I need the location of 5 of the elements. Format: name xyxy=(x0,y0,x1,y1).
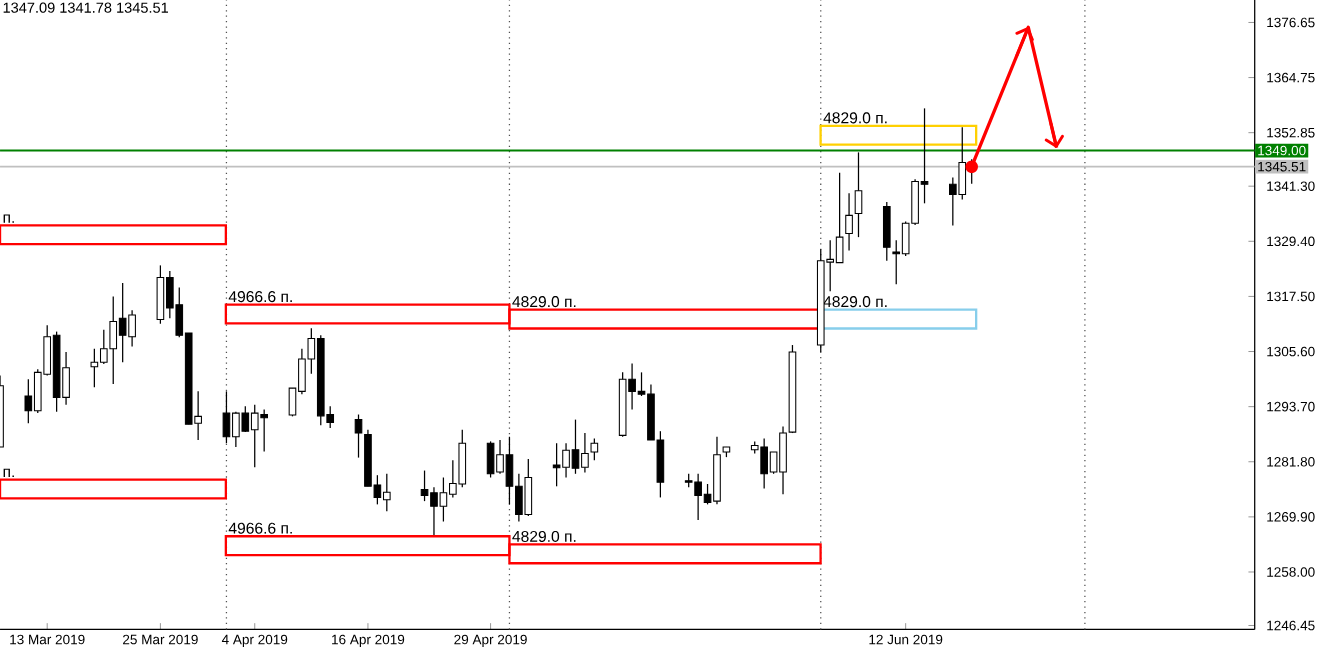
candlestick xyxy=(854,152,863,239)
candlestick xyxy=(845,192,853,252)
candlestick xyxy=(354,414,363,459)
candlestick xyxy=(590,438,599,462)
candlestick xyxy=(882,201,891,262)
